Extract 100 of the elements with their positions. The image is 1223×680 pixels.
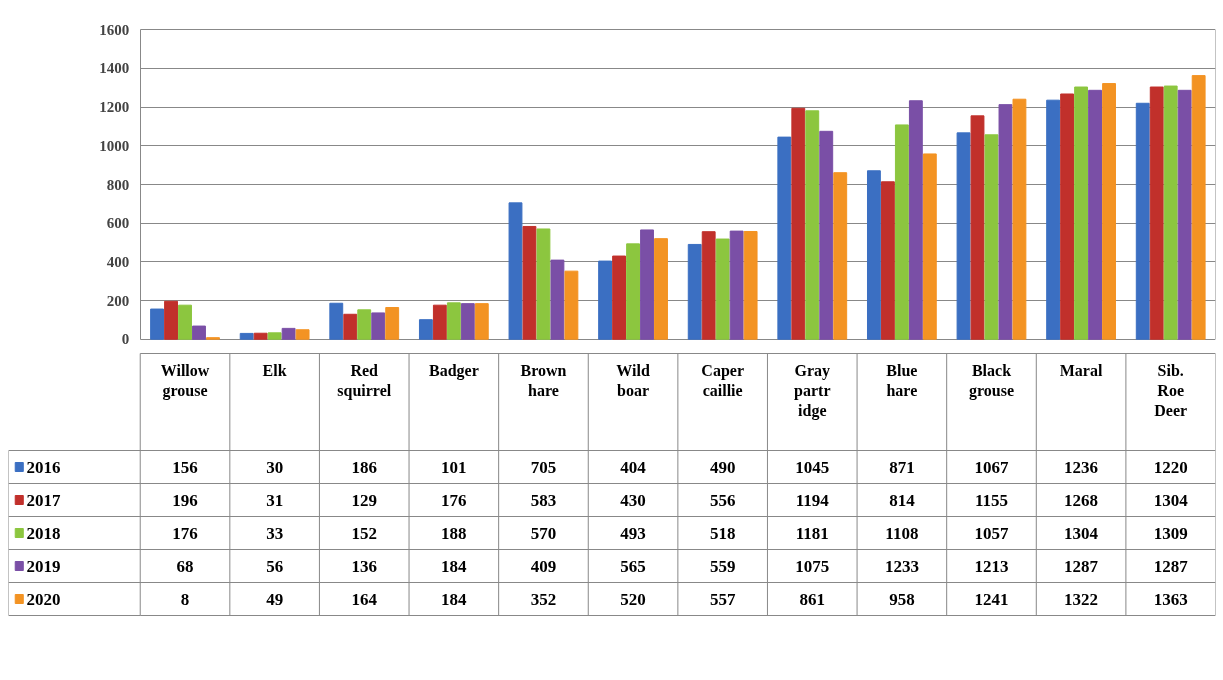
data-label: 184	[441, 556, 468, 576]
data-label: 1155	[974, 490, 1009, 510]
data-label: 871	[889, 457, 915, 477]
data-label: 518	[709, 523, 736, 543]
bar	[777, 136, 792, 340]
data-label: 156	[172, 457, 198, 477]
data-label: 33	[266, 523, 284, 543]
bar	[998, 104, 1013, 340]
bar	[805, 110, 820, 340]
bar	[819, 130, 834, 340]
data-label: 520	[620, 589, 646, 609]
bar	[1046, 99, 1061, 340]
data-label: 188	[441, 523, 467, 543]
data-label: 1363	[1153, 589, 1188, 609]
data-label: 1194	[795, 490, 830, 510]
bar	[178, 304, 192, 340]
legend-label: 2017	[26, 490, 61, 510]
data-label: 1233	[884, 556, 919, 576]
data-label: 1236	[1064, 457, 1099, 477]
bar	[970, 115, 985, 340]
data-label: 1268	[1064, 490, 1099, 510]
data-label: 129	[351, 490, 377, 510]
y-tick-label: 1200	[99, 99, 130, 116]
bar	[1191, 75, 1206, 340]
data-label: 49	[266, 589, 284, 609]
data-label: 184	[441, 589, 468, 609]
bar	[1135, 102, 1150, 340]
bar	[1088, 89, 1102, 340]
bar	[267, 332, 282, 340]
bar	[329, 302, 344, 340]
data-label: 31	[266, 490, 284, 510]
data-label: 186	[351, 457, 377, 477]
bar	[357, 309, 372, 340]
data-label: 1108	[885, 523, 919, 543]
bar	[239, 332, 254, 340]
y-tick-label: 0	[121, 331, 130, 348]
x-tick-label: Badger	[428, 361, 479, 380]
bar	[150, 308, 164, 340]
bar	[536, 228, 551, 340]
legend-label: 2019	[26, 556, 61, 576]
legend-label: 2020	[26, 589, 61, 609]
y-tick-label: 400	[106, 253, 130, 270]
data-label: 404	[620, 457, 647, 477]
bar	[908, 100, 923, 340]
data-label: 557	[709, 589, 736, 609]
bar	[1163, 85, 1178, 340]
bar	[418, 319, 433, 340]
x-tick-label: Black grouse	[968, 361, 1015, 400]
data-label: 1304	[1153, 490, 1189, 510]
x-tick-label: Red squirrel	[337, 361, 392, 400]
bar	[385, 307, 400, 340]
data-label: 1181	[795, 523, 829, 543]
y-tick-label: 1600	[99, 21, 130, 38]
bar	[522, 225, 537, 340]
bar	[687, 243, 702, 340]
bar	[791, 107, 806, 340]
data-label: 1241	[974, 589, 1009, 609]
bar	[474, 303, 489, 340]
bar	[281, 327, 296, 340]
data-label: 1304	[1064, 523, 1099, 543]
data-label: 1075	[795, 556, 830, 576]
bar	[432, 304, 447, 340]
data-label: 1067	[974, 457, 1009, 477]
bar	[371, 312, 386, 340]
bar	[1149, 86, 1164, 340]
data-label: 1309	[1153, 523, 1188, 543]
bar	[446, 302, 461, 340]
bar	[164, 300, 178, 340]
data-label: 861	[799, 589, 826, 609]
data-label: 1057	[974, 523, 1009, 543]
bar	[508, 202, 523, 340]
data-label: 583	[530, 490, 557, 510]
bar	[833, 172, 848, 340]
data-label: 1045	[795, 457, 830, 477]
data-label: 1213	[974, 556, 1009, 576]
data-label: 8	[180, 589, 190, 609]
y-tick-label: 1000	[99, 137, 130, 154]
bar	[1060, 93, 1075, 340]
data-label: 1220	[1153, 457, 1188, 477]
bar	[922, 153, 937, 340]
bar	[1102, 83, 1116, 340]
data-label: 56	[266, 556, 284, 576]
bar	[1012, 98, 1027, 340]
bar	[866, 170, 881, 340]
bar	[701, 231, 716, 340]
data-label: 490	[709, 457, 736, 477]
bar	[550, 259, 565, 340]
legend-label: 2016	[26, 457, 61, 477]
bar	[343, 313, 358, 340]
y-tick-label: 200	[106, 292, 130, 309]
bar	[564, 270, 579, 340]
data-label: 352	[530, 589, 557, 609]
legend-label: 2018	[26, 523, 61, 543]
data-label: 1322	[1064, 589, 1099, 609]
bar	[253, 332, 268, 340]
bar	[654, 238, 668, 340]
data-label: 409	[530, 556, 557, 576]
x-tick-label: Maral	[1059, 361, 1103, 379]
x-tick-label: Sib. Roe Deer	[1154, 361, 1188, 420]
bar	[598, 260, 613, 340]
